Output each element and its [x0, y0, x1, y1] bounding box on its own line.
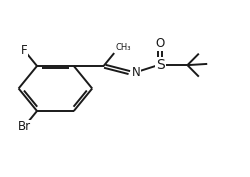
Text: S: S	[156, 58, 164, 72]
Text: N: N	[132, 66, 140, 79]
Text: O: O	[156, 37, 165, 50]
Text: CH₃: CH₃	[116, 43, 131, 52]
Text: Br: Br	[18, 121, 30, 133]
Text: F: F	[21, 44, 27, 56]
